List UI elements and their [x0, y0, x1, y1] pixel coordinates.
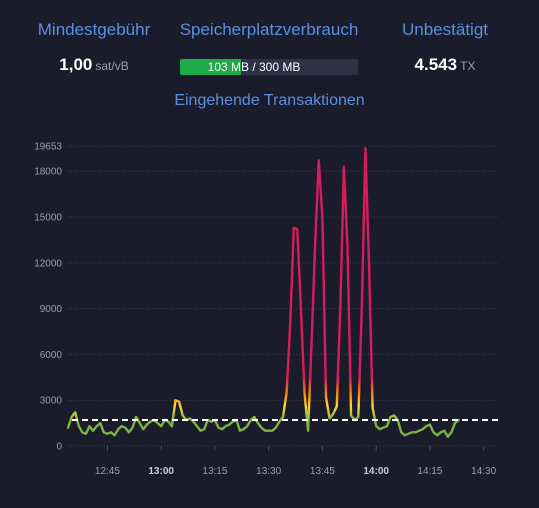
x-tick-label: 13:15 — [202, 466, 227, 477]
memory-usage-title: Speicherplatzverbrauch — [179, 20, 359, 39]
x-tick-label: 14:00 — [363, 466, 389, 477]
x-tick-label: 13:00 — [148, 466, 174, 477]
x-tick-label: 12:45 — [95, 466, 120, 477]
minimum-fee-unit: sat/vB — [95, 59, 129, 73]
unconfirmed-value: 4.543 — [414, 55, 458, 74]
minimum-fee-stat: Mindestgebühr 1,00 sat/vB — [30, 20, 158, 74]
unconfirmed-title: Unbestätigt — [402, 20, 488, 39]
x-tick-label: 14:15 — [417, 466, 442, 477]
memory-usage-stat: Speicherplatzverbrauch — [168, 20, 370, 40]
memory-usage-progress-fill — [180, 59, 242, 75]
x-tick-label: 13:30 — [256, 466, 281, 477]
y-tick-label: 15000 — [34, 213, 62, 224]
series-line — [66, 147, 460, 438]
y-tick-label: 9000 — [40, 304, 63, 315]
x-tick-label: 13:45 — [310, 466, 335, 477]
minimum-fee-value: 1,00 — [59, 55, 93, 74]
y-tick-label: 18000 — [34, 167, 62, 178]
y-tick-label: 6000 — [40, 350, 63, 361]
memory-usage-progress-bar: 103 MB / 300 MB — [180, 59, 358, 75]
minimum-fee-value-row: 1,00 sat/vB — [30, 55, 158, 75]
chart-title: Eingehende Transaktionen — [174, 92, 365, 109]
y-tick-label: 12000 — [34, 258, 62, 269]
y-tick-label: 3000 — [40, 396, 63, 407]
x-tick-label: 14:30 — [471, 466, 496, 477]
y-tick-label: 0 — [56, 442, 62, 453]
unconfirmed-stat: Unbestätigt 4.543 TX — [390, 20, 500, 74]
minimum-fee-title: Mindestgebühr — [37, 20, 151, 39]
memory-usage-label: 103 MB / 300 MB — [207, 60, 301, 74]
unconfirmed-unit: TX — [460, 59, 476, 73]
unconfirmed-value-row: 4.543 TX — [390, 55, 500, 75]
y-tick-label: 19653 — [34, 142, 62, 153]
